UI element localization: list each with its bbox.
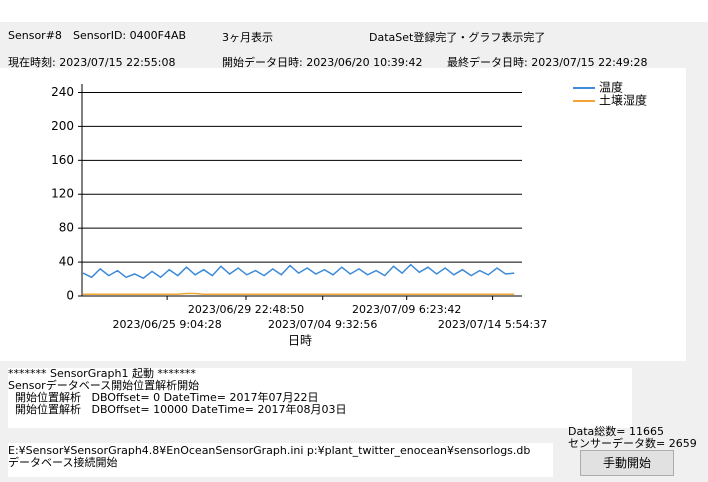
y-tick-label: 80 — [59, 221, 74, 235]
last-time: 最終データ日時: 2023/07/15 22:49:28 — [447, 56, 648, 69]
log-box: ******* SensorGraph1 起動 ******* Sensorデー… — [8, 368, 632, 428]
current-time: 現在時刻: 2023/07/15 22:55:08 — [8, 56, 176, 69]
x-tick-label: 2023/07/09 6:23:42 — [352, 303, 461, 316]
log-line: 開始位置解析 DBOffset= 10000 DateTime= 2017年08… — [8, 403, 347, 416]
x-axis-title: 日時 — [288, 334, 312, 348]
chart: 日時 0 40 80 120 160 200 240 2023/06/25 9:04:28 20… — [0, 68, 686, 361]
y-tick-label: 40 — [59, 255, 74, 269]
log-line: Sensorデータベース開始位置解析開始 — [8, 379, 200, 392]
series-line — [82, 263, 515, 280]
x-tick-label: 2023/06/25 9:04:28 — [112, 318, 221, 331]
log-line: E:¥Sensor¥SensorGraph4.8¥EnOceanSensorGr… — [8, 444, 531, 457]
range-mode: 3ヶ月表示 — [222, 31, 273, 44]
legend-label: 温度 — [599, 80, 623, 95]
sensor-no: Sensor#8 — [8, 29, 62, 42]
y-tick-label: 240 — [51, 85, 74, 99]
log-box-2: E:¥Sensor¥SensorGraph4.8¥EnOceanSensorGr… — [8, 443, 553, 477]
status: DataSet登録完了・グラフ表示完了 — [369, 31, 546, 44]
y-tick-label: 120 — [51, 187, 74, 201]
x-tick-label: 2023/07/14 5:54:37 — [438, 318, 547, 331]
y-tick-label: 200 — [51, 119, 74, 133]
y-tick-label: 0 — [66, 289, 74, 303]
log-line: データベース接続開始 — [8, 456, 118, 469]
sensor-id: SensorID: 0400F4AB — [73, 29, 187, 42]
chart-bg — [0, 68, 686, 361]
legend-label: 土壌湿度 — [599, 93, 647, 108]
y-tick-label: 160 — [51, 153, 74, 167]
x-tick-label: 2023/06/29 22:48:50 — [188, 303, 304, 316]
sensor-count: センサーデータ数= 2659 — [568, 437, 697, 450]
manual-start-button[interactable]: 手動開始 — [580, 450, 674, 476]
log-line: 開始位置解析 DBOffset= 0 DateTime= 2017年07月22日 — [8, 391, 319, 404]
data-count: Data総数= 11665 — [568, 425, 664, 438]
start-time: 開始データ日時: 2023/06/20 10:39:42 — [222, 56, 423, 69]
log-line: ******* SensorGraph1 起動 ******* — [8, 368, 196, 380]
x-tick-label: 2023/07/04 9:32:56 — [268, 318, 377, 331]
series-line — [83, 292, 515, 296]
